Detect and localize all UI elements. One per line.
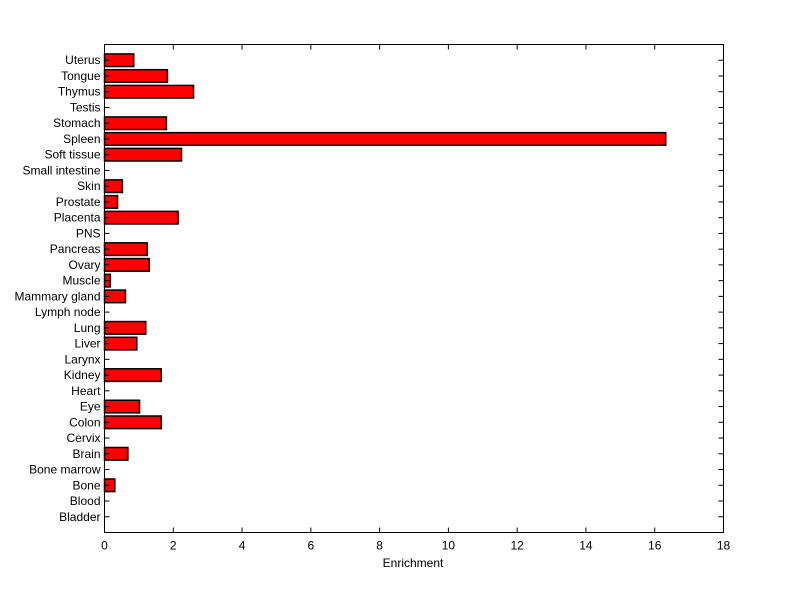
y-tick-label: Muscle — [62, 274, 100, 288]
bar-colon — [103, 415, 162, 430]
y-tick-label: Blood — [70, 494, 101, 508]
y-tick-label: Lung — [74, 321, 101, 335]
bar-stomach — [103, 116, 168, 131]
plot-area — [104, 44, 723, 532]
y-tick-label: Placenta — [54, 211, 101, 225]
y-tick-label: Small intestine — [22, 163, 100, 177]
y-tick-label: Bone marrow — [29, 463, 101, 477]
y-tick-label: Stomach — [53, 116, 100, 130]
x-tick-label: 14 — [579, 539, 593, 553]
bar-ovary — [103, 257, 150, 272]
x-tick-label: 12 — [510, 539, 524, 553]
y-tick-label: Skin — [77, 179, 100, 193]
y-tick-label: Ovary — [68, 258, 100, 272]
y-tick-label: Pancreas — [50, 242, 101, 256]
x-tick-label: 18 — [717, 539, 731, 553]
y-tick-label: PNS — [76, 226, 101, 240]
bar-spleen — [103, 131, 667, 146]
y-tick-label: Bone — [72, 478, 100, 492]
y-tick-label: Spleen — [63, 132, 100, 146]
bar-lung — [103, 320, 147, 335]
y-tick-label: Liver — [74, 337, 100, 351]
axes-box — [104, 44, 724, 533]
bar-tongue — [103, 68, 169, 84]
y-tick-label: Uterus — [65, 53, 100, 67]
bar-soft-tissue — [103, 147, 183, 162]
y-tick-label: Bladder — [59, 510, 100, 524]
bar-placenta — [103, 210, 179, 225]
x-tick-label: 0 — [101, 539, 108, 553]
x-tick-label: 8 — [376, 539, 383, 553]
bar-thymus — [103, 84, 195, 99]
y-tick-label: Testis — [70, 100, 101, 114]
y-tick-label: Eye — [80, 400, 101, 414]
y-tick-label: Thymus — [58, 85, 101, 99]
y-tick-label: Brain — [72, 447, 100, 461]
x-axis-label: Enrichment — [383, 556, 444, 570]
x-tick-label: 16 — [648, 539, 662, 553]
y-tick-label: Larynx — [64, 352, 100, 366]
y-tick-label: Tongue — [61, 69, 101, 83]
y-tick-label: Soft tissue — [44, 148, 100, 162]
bar-eye — [103, 399, 141, 414]
bar-kidney — [103, 368, 162, 383]
y-tick-label: Kidney — [64, 368, 101, 382]
x-tick-label: 10 — [442, 539, 456, 553]
y-tick-label: Heart — [71, 384, 101, 398]
y-tick-label: Cervix — [66, 431, 100, 445]
y-tick-label: Prostate — [56, 195, 101, 209]
y-tick-label: Lymph node — [35, 305, 101, 319]
y-tick-label: Mammary gland — [14, 289, 100, 303]
y-tick-label: Colon — [69, 415, 100, 429]
x-tick-label: 6 — [307, 539, 314, 553]
bar-pancreas — [103, 242, 148, 257]
x-tick-label: 4 — [239, 539, 246, 553]
x-tick-label: 2 — [170, 539, 177, 553]
